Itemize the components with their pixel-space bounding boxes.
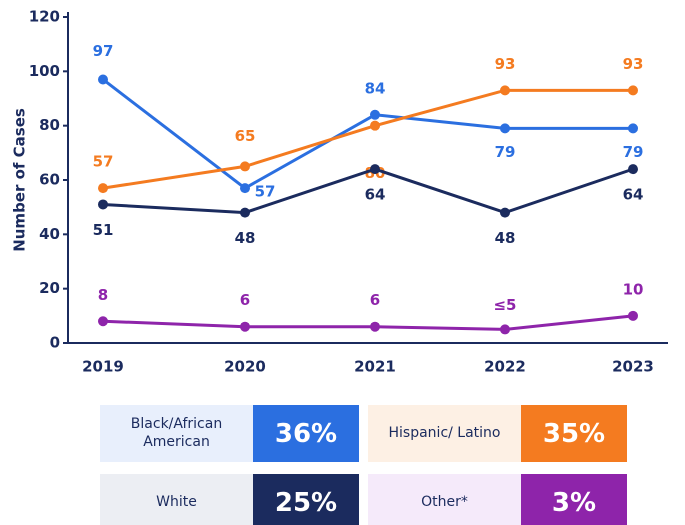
data-point	[98, 183, 108, 194]
data-point	[370, 120, 380, 131]
data-label: 93	[495, 55, 516, 73]
legend-share: 36%	[253, 405, 359, 462]
data-label: 10	[623, 280, 644, 298]
data-point	[370, 109, 380, 120]
data-point	[240, 161, 250, 172]
x-tick-label: 2019	[82, 358, 124, 376]
legend-label: White	[100, 474, 253, 525]
legend-share: 25%	[253, 474, 359, 525]
data-label: 48	[235, 229, 256, 247]
data-point	[628, 85, 638, 96]
y-tick-label: 20	[39, 279, 60, 297]
data-label: 48	[495, 229, 516, 247]
data-label: 64	[623, 186, 644, 204]
data-point	[628, 164, 638, 175]
y-axis-label: Number of Cases	[11, 108, 29, 252]
x-tick-label: 2020	[224, 358, 266, 376]
legend-label: Hispanic/ Latino	[368, 405, 521, 462]
data-label: 65	[235, 127, 256, 145]
y-tick-label: 100	[29, 62, 60, 80]
chart: Number of Cases 0 20 40 60 80 100 120 2019 2020 2…	[11, 8, 668, 376]
y-tick-label: 120	[29, 8, 60, 26]
y-tick-label: 80	[39, 116, 60, 134]
data-point	[500, 123, 510, 134]
data-label: 57	[93, 153, 114, 171]
data-point	[500, 324, 510, 335]
data-label: 51	[93, 221, 114, 239]
data-point	[98, 74, 108, 85]
data-label: 64	[365, 186, 386, 204]
data-label: 93	[623, 55, 644, 73]
data-point	[628, 310, 638, 321]
data-label: 6	[370, 291, 380, 309]
data-point	[500, 207, 510, 218]
data-point	[370, 164, 380, 175]
series-line	[102, 314, 634, 331]
legend-share: 3%	[521, 474, 627, 525]
x-tick-label: 2021	[354, 358, 396, 376]
data-point	[370, 321, 380, 332]
x-tick-label: 2022	[484, 358, 526, 376]
legend-share: 35%	[521, 405, 627, 462]
data-label: 79	[623, 143, 644, 161]
data-label: 84	[365, 79, 386, 97]
data-point	[240, 321, 250, 332]
data-point	[240, 183, 250, 194]
data-label: 97	[93, 42, 114, 60]
data-label: 8	[98, 286, 108, 304]
data-point	[98, 316, 108, 327]
y-tick-label: 0	[50, 334, 60, 352]
data-label: 79	[495, 143, 516, 161]
y-tick-label: 40	[39, 225, 60, 243]
y-tick-label: 60	[39, 171, 60, 189]
data-point	[628, 123, 638, 134]
data-label: ≤5	[493, 296, 516, 314]
data-label: 6	[240, 291, 250, 309]
x-tick-label: 2023	[612, 358, 654, 376]
legend-label: Other*	[368, 474, 521, 525]
legend-label: Black/African American	[100, 405, 253, 462]
data-point	[240, 207, 250, 218]
data-label: 57	[255, 183, 276, 201]
data-point	[98, 199, 108, 210]
data-point	[500, 85, 510, 96]
